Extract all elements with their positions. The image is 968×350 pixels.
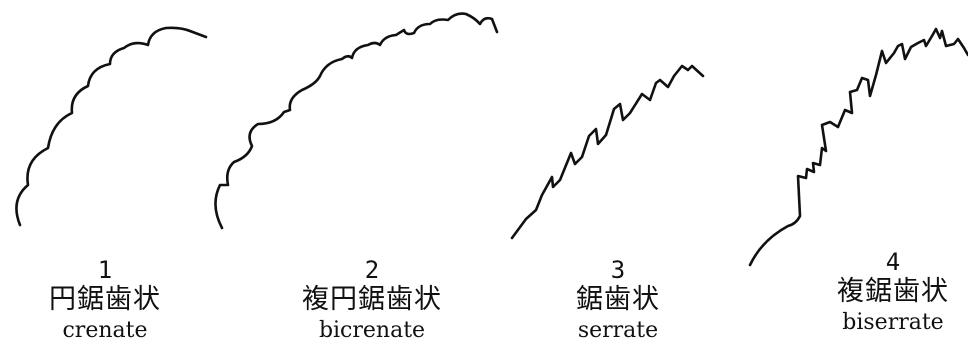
serrate-margin-line xyxy=(510,64,705,240)
bicrenate-japanese: 複円鋸歯状 xyxy=(302,284,442,315)
bicrenate-margin-line xyxy=(214,12,499,230)
biserrate-english: biserrate xyxy=(842,310,944,335)
biserrate-label: 4 複鋸歯状 biserrate xyxy=(818,250,968,342)
crenate-label: 1 円鋸歯状 crenate xyxy=(30,258,180,350)
serrate-label: 3 鋸歯状 serrate xyxy=(548,258,688,350)
bicrenate-number: 2 xyxy=(364,256,380,284)
crenate-english: crenate xyxy=(62,318,148,343)
crenate-japanese: 円鋸歯状 xyxy=(49,284,161,315)
serrate-japanese: 鋸歯状 xyxy=(576,284,660,315)
bicrenate-label: 2 複円鋸歯状 bicrenate xyxy=(282,258,462,350)
biserrate-margin-line xyxy=(748,27,968,267)
biserrate-japanese: 複鋸歯状 xyxy=(837,276,949,307)
serrate-number: 3 xyxy=(610,256,626,284)
bicrenate-english: bicrenate xyxy=(318,318,426,343)
biserrate-number: 4 xyxy=(885,248,901,276)
serrate-english: serrate xyxy=(577,318,659,343)
crenate-number: 1 xyxy=(97,256,113,284)
crenate-margin-line xyxy=(15,26,208,227)
